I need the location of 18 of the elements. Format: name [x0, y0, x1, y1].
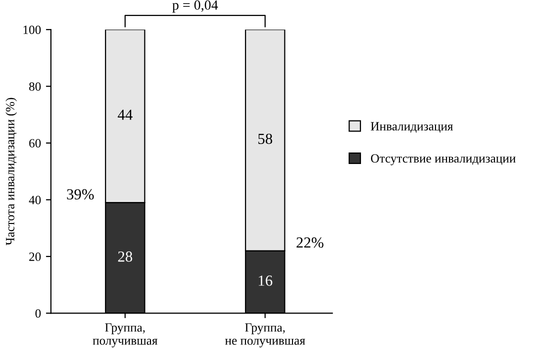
y-axis-title: Частота инвалидизации (%): [6, 98, 17, 246]
legend-label: Инвалидизация: [370, 122, 453, 133]
text: p = 0,04: [172, 0, 218, 13]
x-tick-label: Группа, получившая: [92, 323, 158, 348]
x-tick-label: Группа, не получившая: [225, 323, 306, 348]
annotation: 28: [118, 251, 132, 262]
y-tick-label: 0: [35, 309, 41, 318]
annotation: 22%: [296, 237, 324, 248]
y-tick-label: 60: [29, 139, 41, 148]
y-tick-label: 80: [29, 82, 41, 91]
annotation: 58: [258, 134, 272, 144]
annotation: 44: [118, 110, 133, 120]
y-tick-label: 40: [28, 196, 41, 204]
legend-label: Отсутствие инвалидизации: [370, 154, 516, 166]
y-tick-label: 100: [24, 26, 41, 34]
annotation: 16: [258, 276, 272, 286]
y-tick-label: 20: [29, 252, 41, 261]
annotation: 39%: [67, 189, 94, 200]
